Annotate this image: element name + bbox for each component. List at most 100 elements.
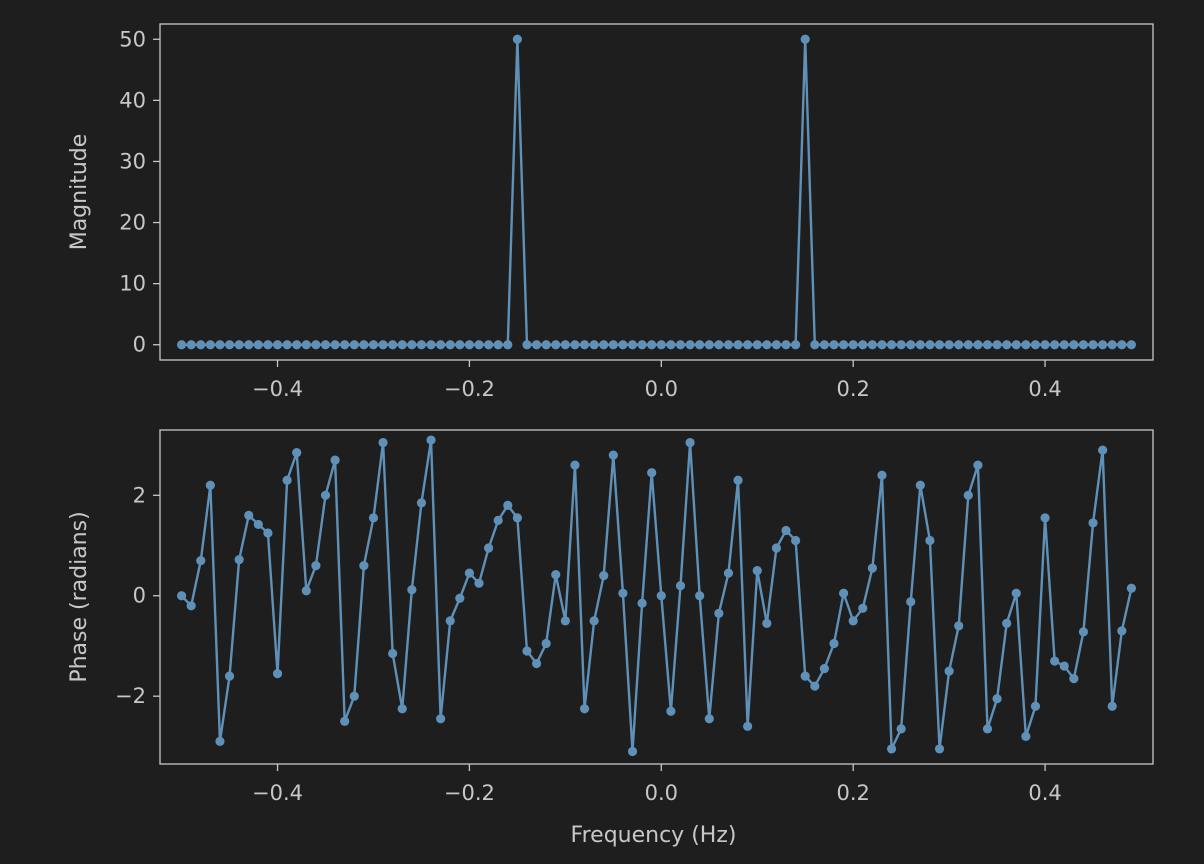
magnitude-axes-frame [159,23,1154,361]
magnitude-markers [176,34,1137,350]
magnitude-data-point [512,34,522,44]
magnitude-data-point [301,340,311,350]
phase-ticks: −0.4 −0.2 0.0 0.2 0.4 −2 0 2 [115,483,1062,805]
magnitude-y-tick-label: 40 [119,88,146,112]
phase-data-point [560,616,570,626]
magnitude-data-point [1107,340,1117,350]
phase-x-tick-label: 0.0 [645,781,678,805]
phase-data-point [407,585,417,595]
phase-data-point [263,528,273,538]
phase-data-point [1126,583,1137,593]
phase-data-point [484,543,494,553]
phase-x-tick-label: 0.2 [836,781,869,805]
magnitude-data-point [934,340,945,350]
magnitude-data-point [656,340,666,350]
magnitude-data-point [292,340,302,350]
phase-data-point [608,450,618,460]
phase-data-point [378,437,388,448]
phase-data-point [1098,445,1108,455]
phase-data-point [752,566,762,576]
phase-data-point [493,515,503,526]
phase-data-point [205,480,215,490]
magnitude-data-point [858,340,868,350]
magnitude-data-point [570,340,580,350]
magnitude-data-point [992,340,1002,350]
phase-y-tick-label: 2 [133,483,146,507]
magnitude-data-point [685,340,695,350]
magnitude-data-point [915,340,925,350]
magnitude-data-point [397,340,407,350]
phase-data-point [1078,627,1089,637]
phase-data-point [1002,618,1012,628]
phase-data-point [272,668,283,679]
magnitude-data-point [1002,340,1012,350]
phase-data-point [791,535,801,546]
magnitude-data-point [388,340,398,350]
phase-data-point [416,498,427,508]
magnitude-data-point [877,340,887,350]
phase-x-axis-label: Frequency (Hz) [571,823,737,848]
magnitude-ticks: −0.4 −0.2 0.0 0.2 0.4 0 10 20 30 40 50 [119,27,1062,401]
magnitude-data-point [771,340,782,350]
magnitude-data-point [1011,340,1021,350]
phase-y-tick-label: −2 [115,684,146,708]
phase-data-point [685,437,695,448]
magnitude-data-point [963,340,973,350]
magnitude-data-point [416,340,427,350]
magnitude-data-point [474,340,484,350]
magnitude-data-point [1059,340,1069,350]
phase-x-tick-label: −0.2 [444,781,495,805]
phase-data-point [551,570,561,580]
magnitude-data-point [906,340,916,350]
magnitude-data-point [359,340,369,350]
magnitude-data-point [982,340,993,350]
phase-data-point [455,593,465,603]
magnitude-data-point [973,340,983,350]
magnitude-data-point [263,340,273,350]
magnitude-data-point [531,340,542,350]
phase-data-point [1117,626,1127,636]
phase-y-tick-label: 0 [133,584,146,608]
magnitude-data-point [733,340,743,350]
magnitude-data-point [819,340,830,350]
magnitude-data-point [503,340,513,350]
phase-data-point [503,500,513,510]
phase-subplot: −0.4 −0.2 0.0 0.2 0.4 −2 0 2 Phase (radians) Fr… [67,429,1154,848]
phase-data-point [1088,518,1098,528]
phase-data-point [445,616,455,626]
magnitude-data-point [349,340,359,350]
phase-data-point [570,460,580,470]
phase-data-point [675,581,686,591]
magnitude-data-point [675,340,686,350]
phase-data-point [1107,701,1117,711]
magnitude-data-point [695,340,705,350]
phase-axes-frame [159,429,1154,765]
phase-data-point [915,480,925,490]
phase-data-point [589,616,599,626]
phase-data-point [666,706,676,716]
magnitude-x-tick-label: 0.2 [836,377,869,401]
magnitude-data-point [810,340,820,350]
phase-data-point [436,714,446,724]
magnitude-data-point [867,340,877,350]
phase-data-point [896,724,906,734]
magnitude-data-point [340,340,350,350]
magnitude-data-point [368,340,379,350]
phase-data-point [819,663,830,674]
phase-data-point [541,638,551,649]
phase-data-point [1069,674,1079,684]
magnitude-data-point [493,340,503,350]
phase-data-point [1040,513,1050,523]
magnitude-data-point [407,340,417,350]
magnitude-y-tick-label: 10 [119,272,146,296]
magnitude-data-point [1098,340,1108,350]
phase-data-point [368,513,379,523]
phase-data-point [982,724,993,734]
magnitude-data-point [176,340,187,350]
magnitude-data-point [954,340,964,350]
magnitude-data-point [1069,340,1079,350]
magnitude-data-point [752,340,762,350]
magnitude-data-point [560,340,570,350]
phase-data-point [1059,661,1069,671]
magnitude-data-point [1050,340,1060,350]
